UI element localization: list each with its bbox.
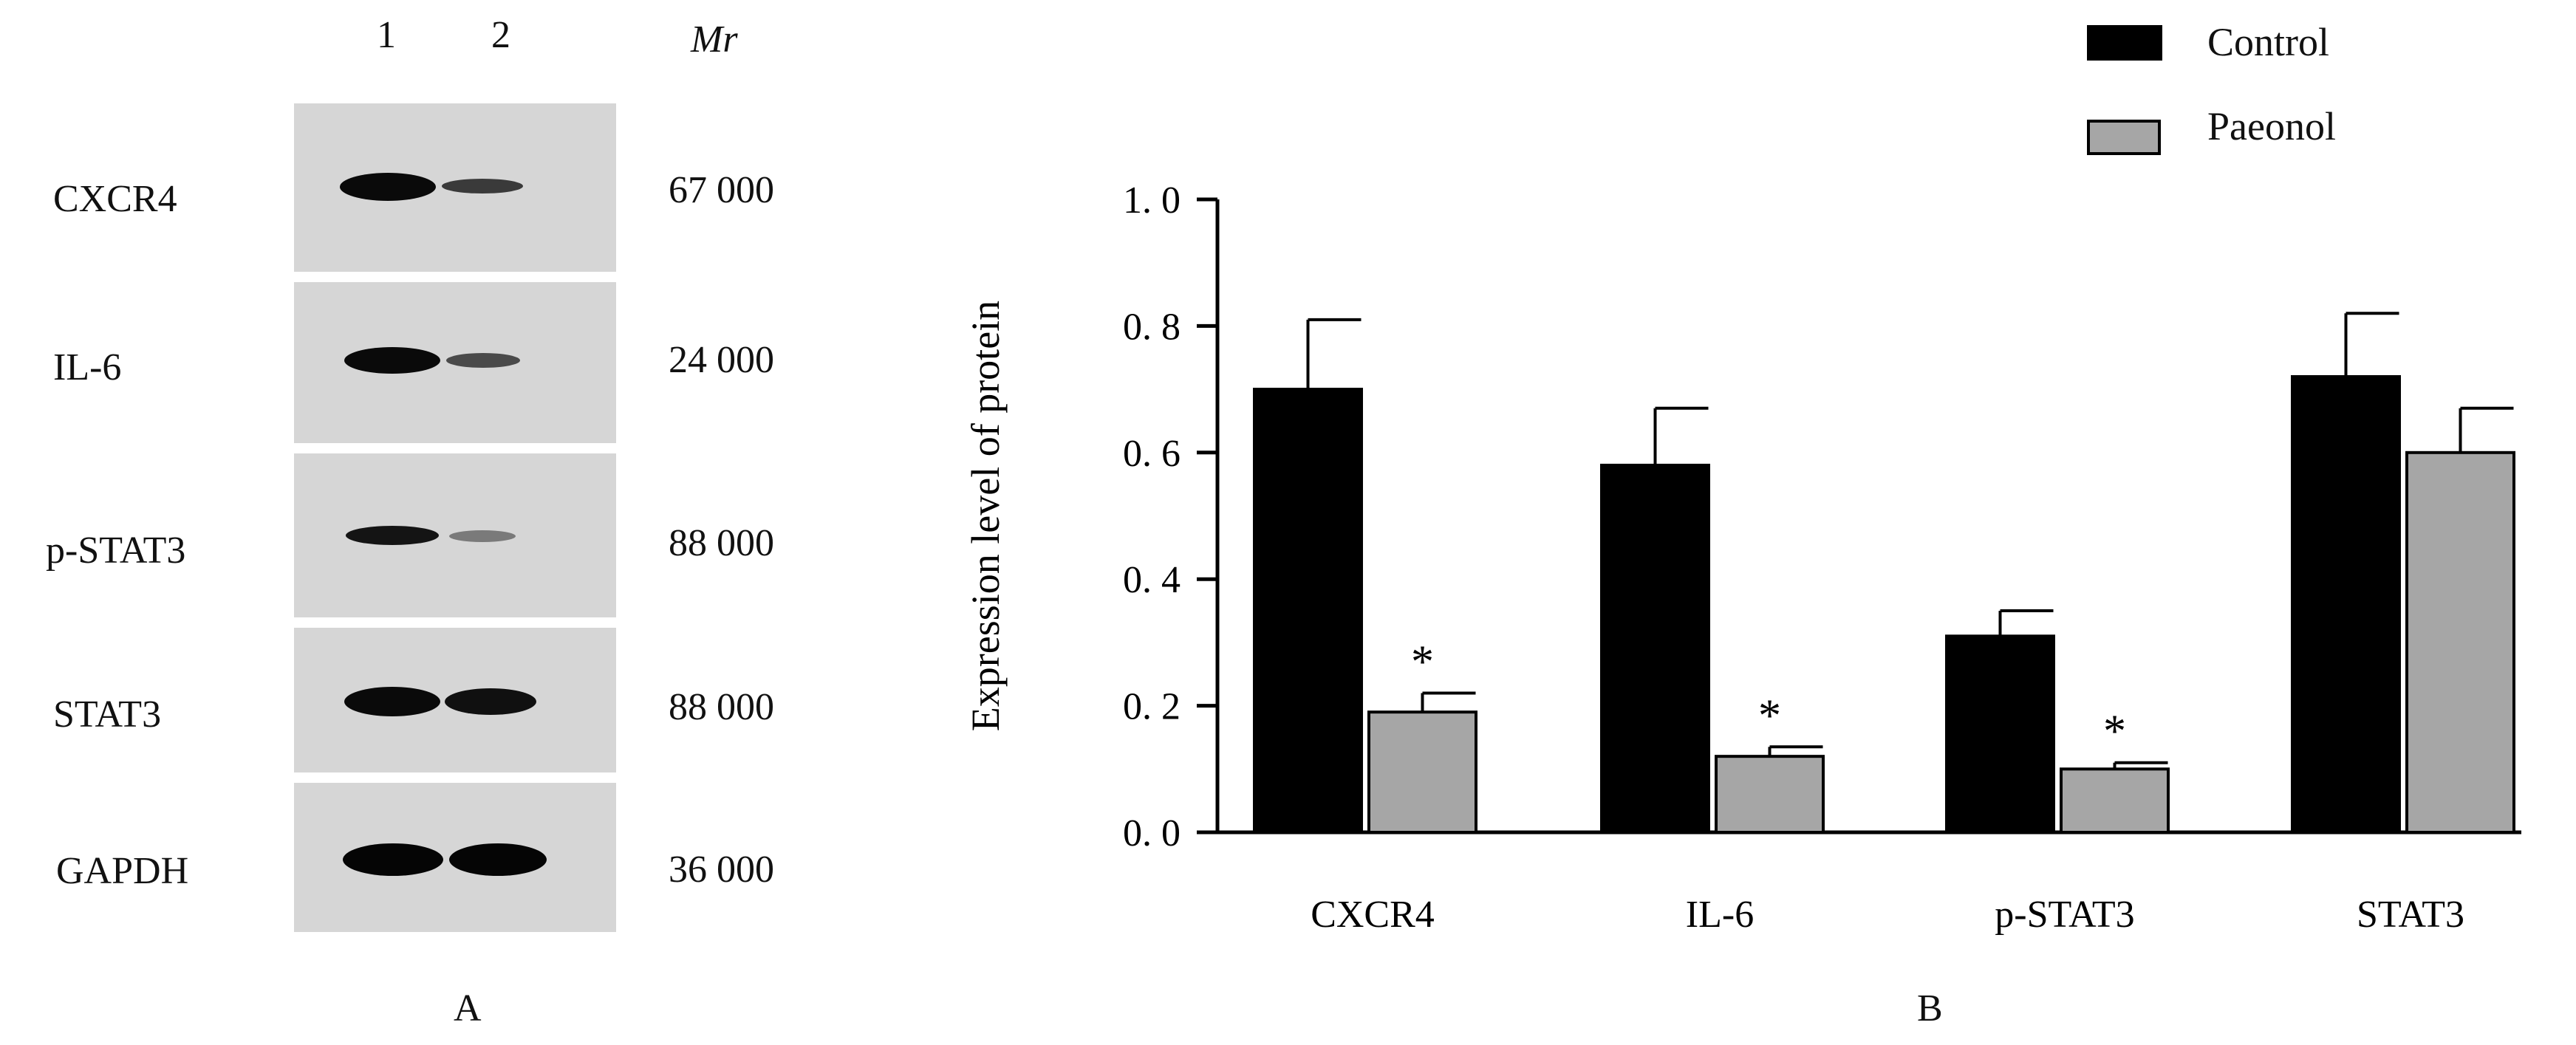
blot-label-gapdh: GAPDH xyxy=(56,850,189,892)
mr-value-il6: 24 000 xyxy=(669,339,774,381)
significance-marker: * xyxy=(1411,637,1434,687)
x-tick-label: CXCR4 xyxy=(1311,894,1435,936)
mr-value-pstat3: 88 000 xyxy=(669,522,774,564)
significance-marker: * xyxy=(2103,707,2126,757)
band-gapdh-lane2 xyxy=(449,843,547,876)
blot-label-stat3: STAT3 xyxy=(53,693,162,736)
y-tick-label: 0. 2 xyxy=(1123,686,1181,728)
x-tick-label: p-STAT3 xyxy=(1995,894,2134,936)
blot-strip-gapdh xyxy=(294,783,616,932)
legend-swatch-control xyxy=(2087,25,2162,61)
mr-value-cxcr4: 67 000 xyxy=(669,169,774,211)
panel-b-label: B xyxy=(1917,987,1943,1029)
band-stat3-lane2 xyxy=(445,688,536,715)
blot-strip-il6 xyxy=(294,282,616,443)
y-tick-label: 0. 4 xyxy=(1123,559,1181,601)
bar-paeonol-cxcr4 xyxy=(1367,710,1477,834)
lane-number-2: 2 xyxy=(491,14,510,56)
bar-control-p-stat3 xyxy=(1945,634,2055,835)
panel-a-label: A xyxy=(454,987,482,1029)
bar-paeonol-stat3 xyxy=(2405,450,2515,834)
y-tick-label: 0. 8 xyxy=(1123,306,1181,348)
band-gapdh-lane1 xyxy=(343,843,443,876)
mr-value-stat3: 88 000 xyxy=(669,686,774,728)
blot-strip-stat3 xyxy=(294,628,616,772)
x-tick-label: IL-6 xyxy=(1686,894,1754,936)
band-cxcr4-lane1 xyxy=(340,173,436,201)
legend-label-control: Control xyxy=(2207,20,2330,64)
bar-control-stat3 xyxy=(2291,374,2401,834)
blot-strip-pstat3 xyxy=(294,453,616,617)
x-tick-labels: CXCR4 IL-6 p-STAT3 STAT3 xyxy=(1311,894,2464,936)
bar-control-cxcr4 xyxy=(1253,388,1363,834)
y-tick-label: 1. 0 xyxy=(1123,179,1181,222)
blot-strip-cxcr4 xyxy=(294,103,616,272)
bar-paeonol-p-stat3 xyxy=(2060,767,2170,835)
bar-paeonol-il-6 xyxy=(1715,755,1825,835)
bars: * * * xyxy=(1253,312,2515,835)
blot-label-il6: IL-6 xyxy=(53,346,122,388)
blot-label-pstat3: p-STAT3 xyxy=(46,530,186,572)
y-tick-label: 0. 0 xyxy=(1123,812,1181,854)
band-il6-lane2 xyxy=(446,353,520,368)
lane-number-1: 1 xyxy=(377,14,396,56)
y-axis-label: Expression level of protein xyxy=(963,301,1008,731)
y-tick-label: 0. 6 xyxy=(1123,433,1181,475)
bar-control-il-6 xyxy=(1600,463,1710,834)
legend-swatch-paeonol xyxy=(2087,120,2161,155)
significance-marker: * xyxy=(1758,691,1781,741)
blot-label-cxcr4: CXCR4 xyxy=(53,178,177,220)
band-pstat3-lane1 xyxy=(346,526,439,545)
band-pstat3-lane2 xyxy=(449,530,516,542)
mr-value-gapdh: 36 000 xyxy=(669,849,774,891)
x-tick-label: STAT3 xyxy=(2357,894,2464,936)
mr-header: Mr xyxy=(691,18,738,61)
legend-label-paeonol: Paeonol xyxy=(2207,104,2336,148)
band-stat3-lane1 xyxy=(344,687,440,716)
band-cxcr4-lane2 xyxy=(442,179,523,193)
band-il6-lane1 xyxy=(344,347,440,374)
y-ticks: 0. 0 0. 2 0. 4 0. 6 0. 8 1. 0 xyxy=(1123,179,1217,854)
